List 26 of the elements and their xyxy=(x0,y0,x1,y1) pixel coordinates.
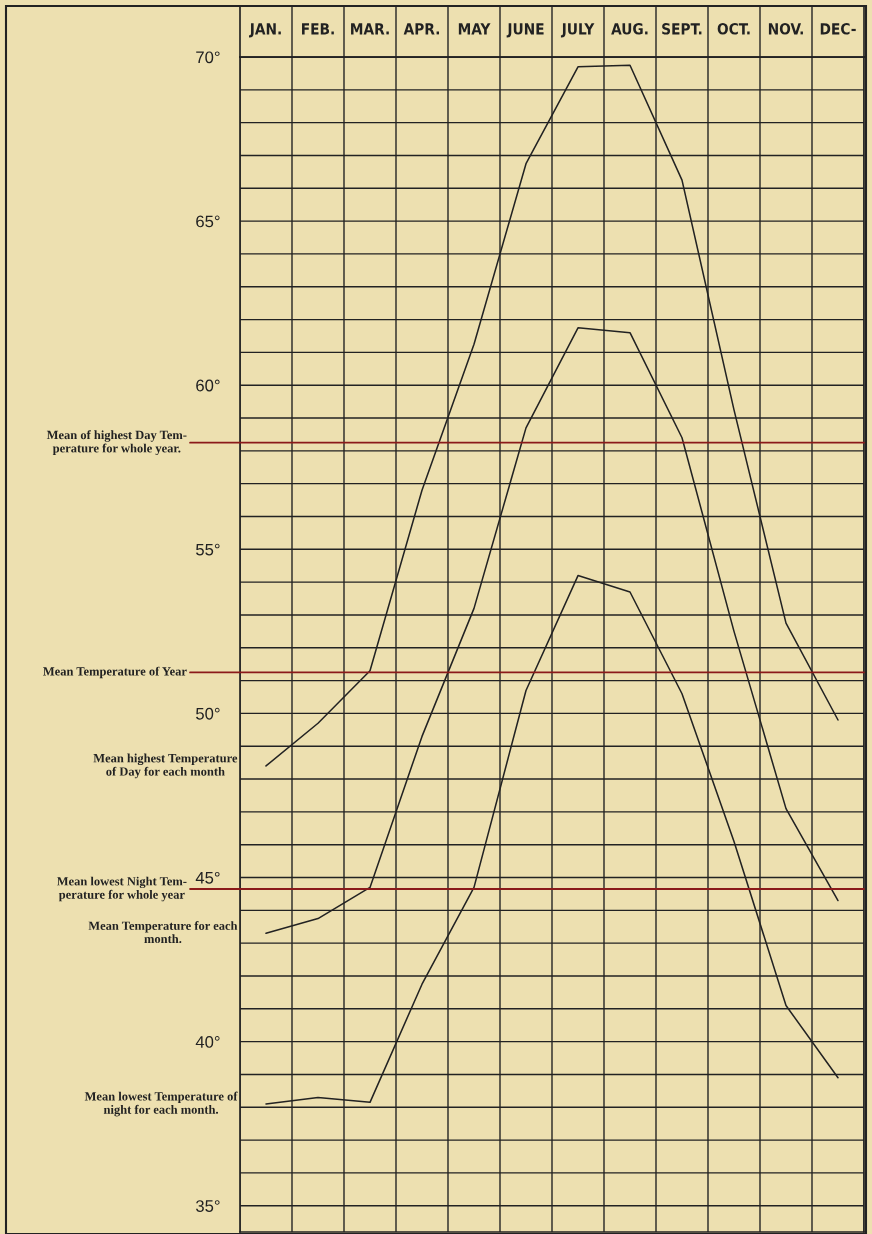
x-tick-label: APR. xyxy=(403,23,439,35)
y-tick-label: 45° xyxy=(195,871,220,884)
x-tick-label: JAN. xyxy=(248,23,281,38)
x-tick-label: JUNE xyxy=(506,23,544,38)
text: Mean highest Temperature of Day for each month xyxy=(93,753,238,779)
x-tick-label: AUG. xyxy=(611,23,648,35)
x-tick-label: FEB. xyxy=(302,23,334,35)
ref-line-label: Mean lowest Night Tem- perature for whole year xyxy=(56,876,187,902)
y-tick-label: 65° xyxy=(196,215,220,228)
x-tick-label: NOV. xyxy=(768,23,803,35)
x-tick-label: OCT. xyxy=(717,23,750,35)
x-tick-label: MAR. xyxy=(351,23,389,35)
text: Mean lowest Temperature of night for each month. xyxy=(84,1091,238,1117)
x-tick-label: SEPT. xyxy=(662,23,702,35)
y-tick-label: 35° xyxy=(195,1200,220,1212)
x-tick-label: DEC- xyxy=(820,23,856,35)
y-tick-label: 60° xyxy=(196,379,220,392)
ref-line-label: Mean Temperature of Year xyxy=(43,666,187,679)
y-tick-label: 50° xyxy=(196,707,220,720)
ref-line-label: Mean of highest Day Tem- perature for whole year. xyxy=(46,430,187,456)
y-tick-label: 55° xyxy=(196,543,220,556)
x-tick-label: JULY xyxy=(560,23,595,38)
x-tick-label: MAY xyxy=(458,23,491,35)
y-tick-label: 40° xyxy=(195,1036,220,1048)
y-tick-label: 70° xyxy=(196,51,220,64)
text: Mean Temperature for each month. xyxy=(88,921,238,944)
